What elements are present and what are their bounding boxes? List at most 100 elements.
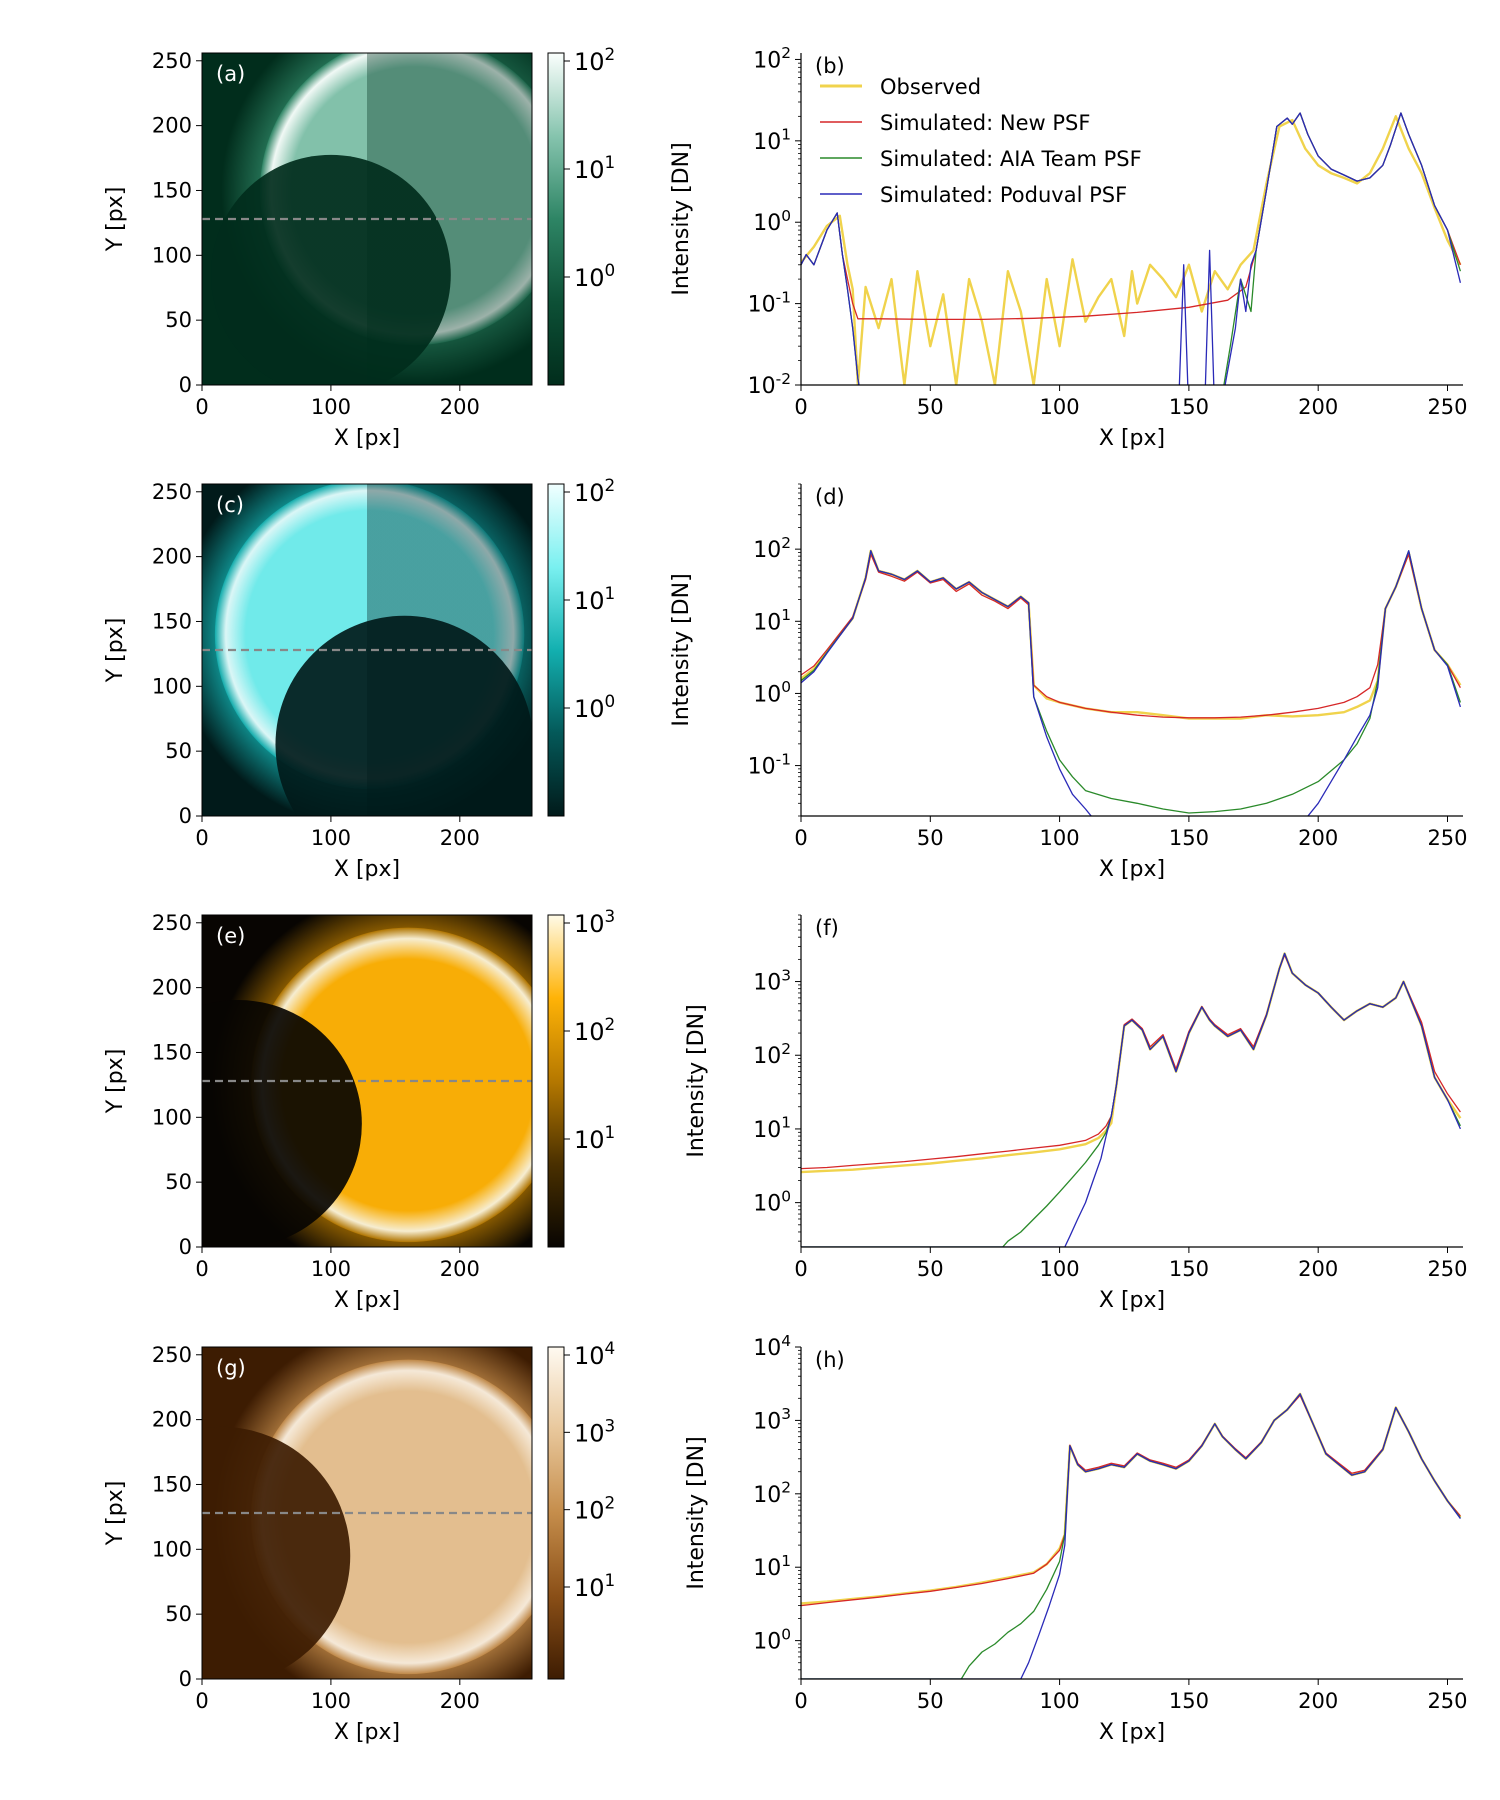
y-tick-label: 250 bbox=[152, 1343, 192, 1367]
y-tick-label: 101 bbox=[753, 606, 791, 635]
image-panel: (c) 0 100 200 0 50 100 150 200 250 X [px] Y [px] 100… bbox=[103, 475, 615, 882]
y-tick-label: 50 bbox=[165, 1602, 192, 1626]
series-line-simulated-aia-team-psf bbox=[801, 952, 1461, 1247]
occulter-disk bbox=[202, 1000, 362, 1247]
series-line-simulated-poduval-psf bbox=[801, 1393, 1461, 1679]
x-axis-label: X [px] bbox=[1099, 426, 1165, 451]
x-axis-label: X [px] bbox=[334, 1720, 400, 1745]
colorbar-tick-label: 103 bbox=[574, 1415, 615, 1447]
x-tick-label: 200 bbox=[440, 1257, 480, 1281]
occulter-disk bbox=[275, 615, 532, 816]
y-tick-label: 250 bbox=[152, 49, 192, 73]
series-line-simulated-poduval-psf bbox=[801, 952, 1461, 1247]
series-line-observed bbox=[801, 115, 1462, 385]
x-axis-label: X [px] bbox=[334, 857, 400, 882]
panel-label: (a) bbox=[216, 62, 245, 86]
x-tick-label: 200 bbox=[440, 395, 480, 419]
image-panel: (a) 0 100 200 0 50 100 150 200 250 X [px] Y [px] 100… bbox=[103, 44, 615, 451]
x-tick-label: 0 bbox=[794, 826, 807, 850]
y-tick-label: 100 bbox=[152, 1537, 192, 1561]
colorbar-tick-label: 100 bbox=[574, 691, 615, 723]
legend-entry-label: Simulated: AIA Team PSF bbox=[880, 147, 1142, 171]
x-tick-label: 150 bbox=[1169, 395, 1209, 419]
y-tick-label: 250 bbox=[152, 911, 192, 935]
y-tick-label: 200 bbox=[152, 976, 192, 1000]
y-axis-label: Intensity [DN] bbox=[684, 1004, 709, 1157]
panel-label: (h) bbox=[815, 1348, 845, 1372]
x-tick-label: 50 bbox=[917, 826, 944, 850]
y-tick-label: 150 bbox=[152, 1472, 192, 1496]
legend-entry-label: Observed bbox=[880, 75, 981, 99]
x-tick-label: 100 bbox=[311, 395, 351, 419]
series-line-observed bbox=[801, 1392, 1462, 1605]
x-tick-label: 0 bbox=[195, 826, 208, 850]
colorbar-tick-label: 104 bbox=[574, 1338, 615, 1370]
x-axis-label: X [px] bbox=[1099, 1720, 1165, 1745]
y-axis-label: Intensity [DN] bbox=[684, 1436, 709, 1589]
x-tick-label: 100 bbox=[311, 1689, 351, 1713]
x-tick-label: 100 bbox=[311, 1257, 351, 1281]
colorbar-tick-label: 101 bbox=[574, 152, 615, 184]
x-tick-label: 100 bbox=[311, 826, 351, 850]
y-axis-label: Intensity [DN] bbox=[669, 142, 694, 295]
x-tick-label: 200 bbox=[440, 826, 480, 850]
colorbar bbox=[547, 914, 565, 1248]
y-tick-label: 101 bbox=[753, 126, 791, 155]
image-panel: (e) 0 100 200 0 50 100 150 200 250 X [px] Y [px] 101… bbox=[103, 906, 615, 1313]
series-line-simulated-poduval-psf bbox=[801, 550, 1462, 816]
x-tick-label: 250 bbox=[1427, 1689, 1467, 1713]
y-tick-label: 50 bbox=[165, 308, 192, 332]
x-axis-label: X [px] bbox=[1099, 1288, 1165, 1313]
x-tick-label: 200 bbox=[1298, 1689, 1338, 1713]
y-tick-label: 101 bbox=[753, 1114, 791, 1143]
y-tick-label: 104 bbox=[753, 1332, 791, 1361]
colorbar-tick-label: 102 bbox=[574, 44, 615, 76]
panel-label: (f) bbox=[815, 916, 839, 940]
x-tick-label: 250 bbox=[1427, 395, 1467, 419]
x-tick-label: 200 bbox=[440, 1689, 480, 1713]
y-axis-label: Y [px] bbox=[103, 1481, 128, 1547]
line-plot: 0 50 100 150 200 250 10-2 10-1 100 101 102 X [px] In… bbox=[669, 44, 1468, 451]
line-plot: 0 50 100 150 200 250 100 101 102 103 104 X [px] Inte… bbox=[684, 1332, 1468, 1745]
series-line-simulated-new-psf bbox=[801, 1394, 1461, 1607]
x-tick-label: 250 bbox=[1427, 826, 1467, 850]
x-tick-label: 100 bbox=[1040, 395, 1080, 419]
y-tick-label: 200 bbox=[152, 545, 192, 569]
series-line-simulated-poduval-psf bbox=[801, 112, 1462, 385]
x-tick-label: 50 bbox=[917, 1689, 944, 1713]
x-tick-label: 200 bbox=[1298, 395, 1338, 419]
y-axis-label: Y [px] bbox=[103, 187, 128, 253]
line-plot: 0 50 100 150 200 250 10-1 100 101 102 X [px] Intens… bbox=[669, 483, 1468, 882]
legend-entry-label: Simulated: New PSF bbox=[880, 111, 1090, 135]
x-tick-label: 100 bbox=[1040, 1257, 1080, 1281]
y-tick-label: 50 bbox=[165, 739, 192, 763]
y-tick-label: 10-2 bbox=[748, 370, 791, 399]
y-tick-label: 101 bbox=[753, 1552, 791, 1581]
series-line-simulated-new-psf bbox=[801, 553, 1461, 719]
y-tick-label: 102 bbox=[753, 1479, 791, 1508]
x-axis-label: X [px] bbox=[334, 1288, 400, 1313]
y-tick-label: 100 bbox=[753, 1625, 791, 1654]
colorbar-tick-label: 101 bbox=[574, 583, 615, 615]
x-tick-label: 0 bbox=[195, 1689, 208, 1713]
image-frame bbox=[201, 1346, 533, 1680]
y-tick-label: 200 bbox=[152, 114, 192, 138]
y-tick-label: 100 bbox=[152, 674, 192, 698]
y-tick-label: 150 bbox=[152, 178, 192, 202]
panel-label: (c) bbox=[216, 493, 244, 517]
y-tick-label: 100 bbox=[152, 1105, 192, 1129]
colorbar bbox=[547, 1346, 565, 1680]
y-tick-label: 102 bbox=[753, 1040, 791, 1069]
x-tick-label: 0 bbox=[794, 395, 807, 419]
series-line-simulated-new-psf bbox=[801, 954, 1461, 1170]
x-tick-label: 50 bbox=[917, 1257, 944, 1281]
colorbar-tick-label: 102 bbox=[574, 1493, 615, 1525]
x-axis-label: X [px] bbox=[1099, 857, 1165, 882]
y-tick-label: 100 bbox=[753, 678, 791, 707]
image-frame bbox=[201, 483, 533, 817]
occulter-disk bbox=[202, 1426, 351, 1679]
x-tick-label: 200 bbox=[1298, 826, 1338, 850]
image-panel: (g) 0 100 200 0 50 100 150 200 250 X [px] Y [px] 101… bbox=[103, 1338, 615, 1745]
colorbar-tick-label: 103 bbox=[574, 906, 615, 938]
